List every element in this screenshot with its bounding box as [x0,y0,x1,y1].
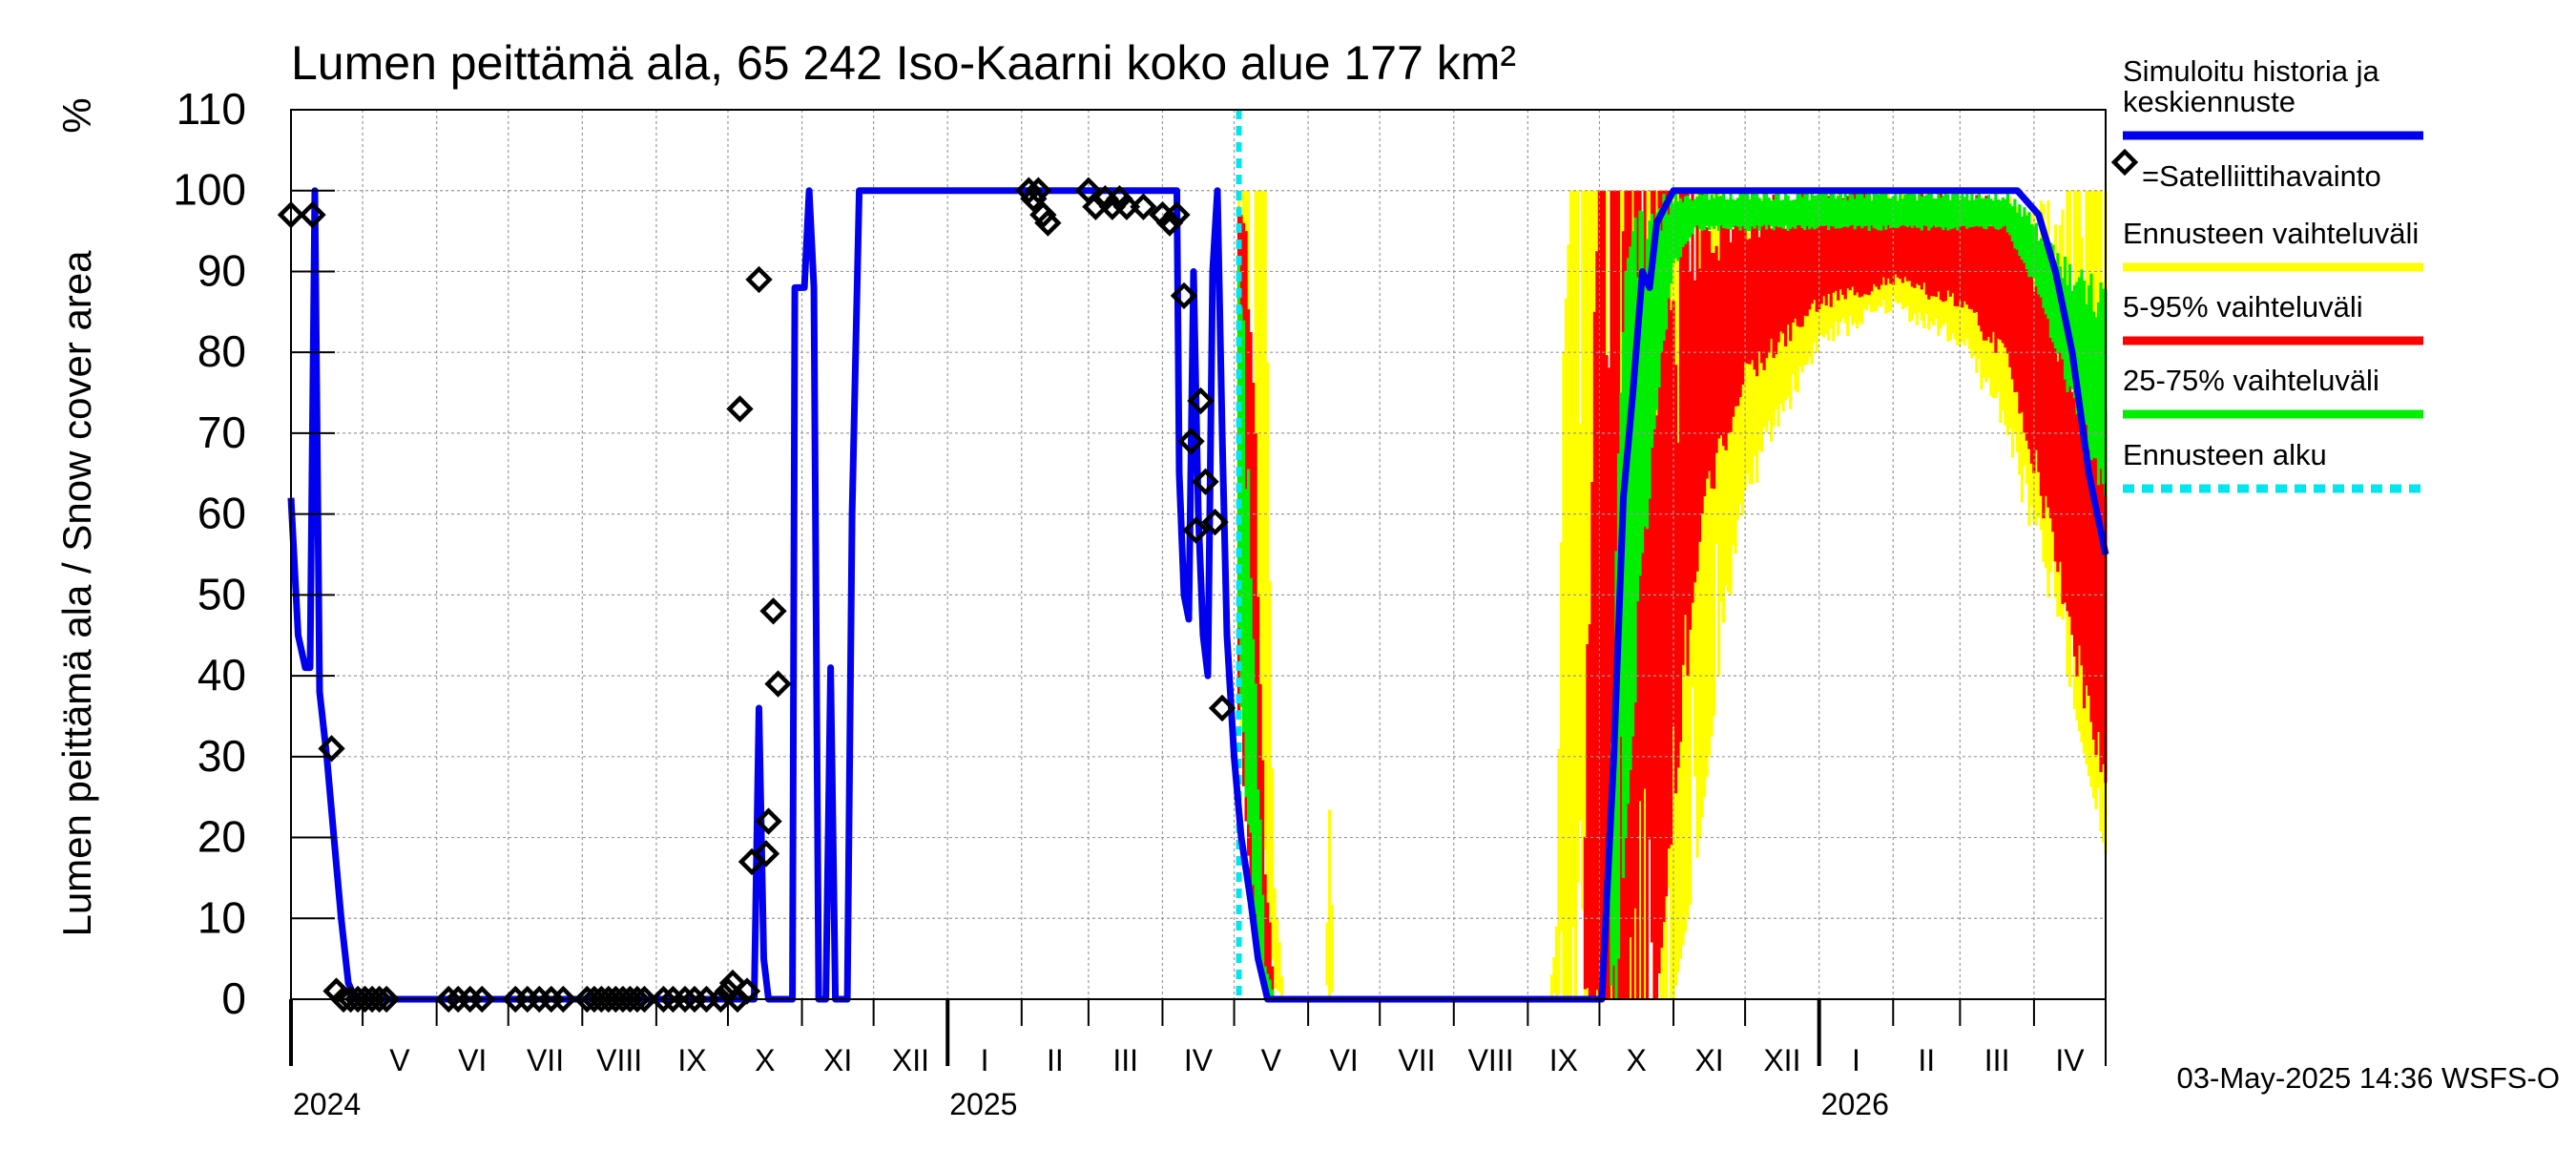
legend-label-full-range: Ennusteen vaihteluväli [2123,217,2419,250]
y-axis-title: Lumen peittämä ala / Snow cover area [54,250,99,937]
month-label: I [981,1043,989,1077]
observation-point [752,840,780,868]
y-tick-label: 10 [197,892,246,942]
observation-point [1155,209,1184,237]
observation-point [1015,177,1043,204]
month-label: IV [1184,1043,1214,1077]
month-label: V [389,1043,410,1077]
legend-label-25-75: 25-75% vaihteluväli [2123,364,2379,397]
observation-point [1020,185,1048,213]
legend-label-forecast-start: Ennusteen alku [2123,438,2327,471]
y-axis-labels: 0 10 20 30 40 50 60 70 80 90 100 110 [173,84,335,1023]
month-label: V [1261,1043,1282,1077]
y-tick-label: 110 [177,84,246,134]
month-label: XII [1763,1043,1800,1077]
observation-point [1187,387,1215,415]
observation-point [764,670,792,698]
month-label: IX [1549,1043,1578,1077]
month-label: VIII [1468,1043,1514,1077]
y-tick-label: 40 [197,650,246,700]
observation-point [365,985,393,1014]
legend-label-simulated-line2: keskiennuste [2123,85,2296,118]
observation-point [1029,200,1057,229]
observation-point [623,985,652,1014]
observation-point [1025,177,1052,204]
y-tick-label: 20 [197,812,246,862]
month-label: III [1112,1043,1138,1077]
y-tick-label: 90 [197,245,246,295]
observation-point [723,985,752,1014]
x-axis-labels: V VI VII VIII IX X XI XII I II III IV V VI VII VIII IX X X… [289,999,2085,1121]
observation-point [1208,694,1236,722]
legend-label-observation: =Satelliittihavainto [2142,159,2381,193]
observation-point [468,985,496,1014]
y-tick-label: 60 [197,489,246,538]
observation-point [372,985,401,1014]
legend-marker-observation [2110,148,2139,177]
month-label: I [1852,1043,1860,1077]
month-label: VIII [596,1043,642,1077]
observation-point [1182,516,1210,544]
month-label: XII [892,1043,929,1077]
observation-point [745,265,773,294]
month-label: VI [1330,1043,1359,1077]
observation-point [1170,282,1198,310]
y-tick-label: 100 [173,165,246,215]
month-label: VII [1398,1043,1435,1077]
month-label: II [1918,1043,1935,1077]
observation-point [1201,508,1229,536]
observation-point [733,977,761,1005]
month-label: XI [823,1043,852,1077]
observation-point [631,985,658,1014]
y-tick-label: 50 [197,569,246,618]
year-label: 2025 [949,1087,1017,1121]
month-label: IX [677,1043,706,1077]
chart-title: Lumen peittämä ala, 65 242 Iso-Kaarni ko… [291,36,1516,90]
observation-point [299,200,326,229]
observation-point [550,985,577,1014]
y-tick-label: 30 [197,731,246,781]
observation-point [434,985,463,1014]
observation-point [671,985,699,1014]
observation-point [755,807,782,835]
month-label: X [1627,1043,1647,1077]
observation-point [1192,468,1219,495]
observation-point [1130,193,1157,220]
year-label: 2026 [1821,1087,1889,1121]
y-axis-unit: % [54,97,99,133]
month-label: II [1047,1043,1064,1077]
plot-frame [290,109,2107,1000]
year-label: 2024 [293,1087,361,1121]
observation-point [1177,428,1205,455]
month-label: XI [1694,1043,1723,1077]
month-label: VI [458,1043,487,1077]
y-tick-label: 80 [197,326,246,376]
month-label: X [755,1043,775,1077]
y-tick-label: 0 [221,973,246,1023]
month-label: III [1984,1043,2010,1077]
observation-point [650,985,677,1014]
observation-point [318,735,345,763]
observation-point [726,395,754,423]
legend-label-simulated: Simuloitu historia ja [2123,54,2380,88]
y-tick-label: 70 [197,408,246,457]
observation-point [1034,209,1062,237]
observation-point [759,597,787,625]
legend-label-5-95: 5-95% vaihteluväli [2123,290,2363,324]
month-label: VII [527,1043,564,1077]
satellite-observations [277,177,1236,1014]
month-label: IV [2055,1043,2085,1077]
footer-timestamp: 03-May-2025 14:36 WSFS-O [2177,1061,2560,1095]
observation-point [1163,200,1191,229]
